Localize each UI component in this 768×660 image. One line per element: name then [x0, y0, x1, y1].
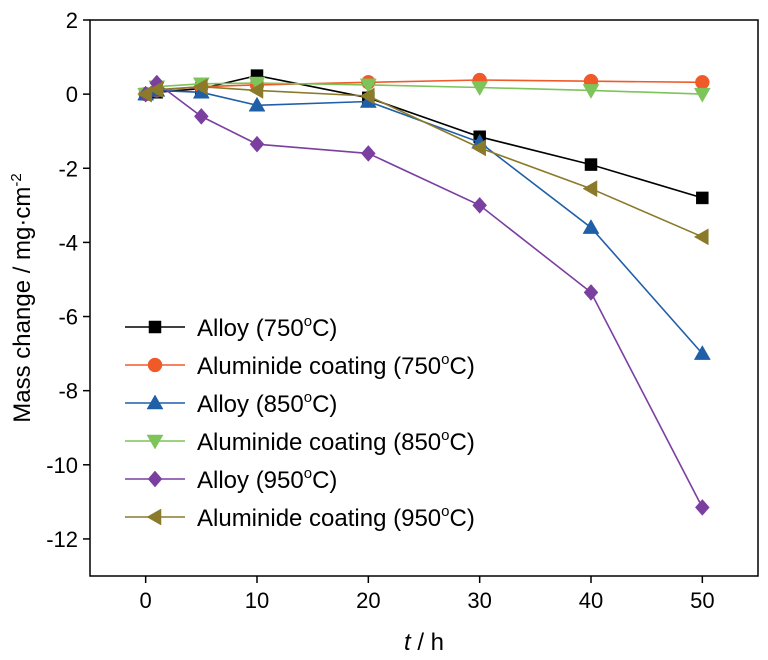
legend-item: Alloy (950oC) [125, 465, 337, 494]
data-point-triangle-down [582, 84, 600, 99]
data-point-square [584, 158, 598, 171]
data-point-circle [695, 75, 710, 90]
x-tick-label: 0 [140, 588, 152, 613]
legend-label-tail: C) [312, 391, 337, 418]
y-tick-label: -4 [58, 230, 78, 255]
legend-degree-sup: o [304, 313, 312, 330]
data-point-triangle-left [192, 78, 208, 96]
data-point-triangle-down [693, 87, 711, 103]
legend-label-tail: C) [450, 353, 475, 380]
series-line [145, 74, 703, 199]
data-point-square [148, 320, 162, 334]
legend-label-tail: C) [450, 429, 475, 456]
x-tick-label: 50 [690, 588, 714, 613]
legend-label: Aluminide coating (750oC) [197, 351, 475, 380]
legend-degree-sup: o [441, 427, 449, 444]
data-point-triangle-up [146, 394, 164, 410]
legend-label-text: Aluminide coating (950 [197, 505, 441, 532]
data-point-triangle-up [582, 219, 600, 234]
legend-item: Aluminide coating (750oC) [125, 351, 475, 380]
x-axis-variable: t [404, 629, 412, 656]
data-point-triangle-up [248, 96, 266, 112]
data-point-triangle-down [359, 78, 377, 94]
legend-item: Aluminide coating (850oC) [125, 427, 475, 456]
series-line [145, 89, 703, 355]
data-point-diamond [472, 196, 487, 214]
y-tick-label: -2 [58, 156, 78, 181]
legend-label-text: Aluminide coating (750 [197, 353, 441, 380]
legend-item: Alloy (850oC) [125, 389, 337, 418]
legend-item: Aluminide coating (950oC) [125, 503, 475, 532]
data-point-square [696, 191, 709, 205]
legend-label: Aluminide coating (850oC) [197, 427, 475, 456]
legend: Alloy (750oC)Aluminide coating (750oC)Al… [125, 313, 475, 532]
legend-label: Alloy (850oC) [197, 389, 337, 418]
legend-label-text: Alloy (750 [197, 315, 304, 342]
data-point-diamond [583, 284, 599, 301]
series-line [145, 85, 703, 238]
data-point-triangle-left [582, 180, 598, 198]
y-tick-label: -10 [46, 453, 78, 478]
legend-label-text: Alloy (850 [197, 391, 304, 418]
legend-degree-sup: o [304, 465, 312, 482]
data-point-diamond [695, 499, 710, 516]
data-point-triangle-down [471, 81, 489, 96]
y-tick-label: -6 [58, 305, 78, 330]
data-point-diamond [194, 107, 209, 125]
legend-label-text: Alloy (950 [197, 467, 304, 494]
series-6 [137, 78, 709, 246]
legend-label-tail: C) [312, 467, 337, 494]
series-line [145, 82, 703, 95]
y-tick-label: 0 [66, 82, 78, 107]
data-point-triangle-left [693, 228, 709, 246]
x-tick-label: 20 [356, 588, 380, 613]
legend-degree-sup: o [304, 389, 312, 406]
data-point-triangle-left [146, 508, 162, 526]
y-axis-title-superscript: -2 [8, 173, 25, 186]
data-point-triangle-left [471, 139, 486, 157]
data-point-diamond [249, 135, 265, 153]
legend-label: Alloy (750oC) [197, 313, 337, 342]
data-point-triangle-left [148, 81, 164, 99]
y-axis-title-main: Mass change / mg·cm [9, 187, 36, 423]
data-point-triangle-up [693, 345, 711, 360]
data-point-diamond [147, 470, 163, 488]
data-point-triangle-down [146, 434, 164, 450]
series-group [137, 69, 711, 516]
legend-degree-sup: o [441, 503, 449, 520]
data-point-diamond [361, 145, 376, 162]
plot-frame [89, 19, 759, 577]
legend-label-tail: C) [312, 315, 337, 342]
data-point-triangle-left [359, 87, 375, 105]
y-tick-label: -8 [58, 379, 78, 404]
y-tick-label: 2 [66, 8, 78, 33]
legend-item: Alloy (750oC) [125, 313, 337, 342]
data-point-triangle-left [248, 81, 264, 99]
series-1 [139, 69, 709, 205]
legend-label: Aluminide coating (950oC) [197, 503, 475, 532]
x-tick-label: 10 [245, 588, 269, 613]
x-axis-unit: / h [411, 629, 444, 656]
legend-label-tail: C) [450, 505, 475, 532]
y-axis-title: Mass change / mg·cm-2 [8, 173, 36, 422]
data-point-triangle-left [137, 85, 152, 103]
legend-degree-sup: o [441, 351, 449, 368]
legend-label: Alloy (950oC) [197, 465, 337, 494]
x-tick-label: 30 [467, 588, 491, 613]
y-tick-label: -12 [46, 527, 78, 552]
data-point-circle [147, 357, 163, 373]
x-tick-label: 40 [579, 588, 603, 613]
legend-label-text: Aluminide coating (850 [197, 429, 441, 456]
x-axis-title: t / h [404, 629, 444, 656]
